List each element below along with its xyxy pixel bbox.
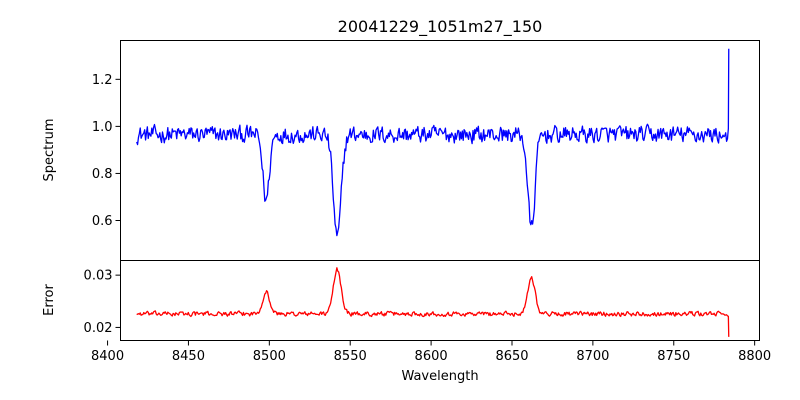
x-tick-label: 8800 [738, 349, 771, 364]
error-series [136, 267, 730, 337]
spectrum-series [136, 48, 730, 237]
y-tick-label: 0.03 [84, 269, 113, 284]
x-tick-label: 8500 [253, 349, 286, 364]
x-tick-label: 8700 [576, 349, 609, 364]
x-tick-label: 8450 [172, 349, 205, 364]
y-tick-label: 1.2 [92, 73, 113, 88]
x-tick-label: 8550 [334, 349, 367, 364]
x-tick-label: 8600 [415, 349, 448, 364]
error-plot-frame [120, 260, 760, 341]
x-axis-label: Wavelength [401, 369, 478, 384]
y-tick-label: 0.6 [92, 214, 113, 229]
y-tick-label: 0.02 [84, 321, 113, 336]
x-tick-label: 8400 [91, 349, 124, 364]
spectrum-line [136, 48, 730, 237]
y-tick-label: 0.8 [92, 167, 113, 182]
error-y-axis: 0.02 0.03 [84, 269, 121, 336]
chart-title: 20041229_1051m27_150 [338, 17, 543, 37]
spectrum-y-axis-label: Spectrum [42, 119, 57, 182]
error-panel: 0.02 0.03 Error [42, 260, 760, 341]
wavelength-x-axis: 8400 8450 8500 8550 8600 8650 8700 8750 8800 [91, 340, 771, 364]
error-y-axis-label: Error [42, 284, 57, 316]
x-tick-label: 8650 [495, 349, 528, 364]
x-tick-label: 8750 [657, 349, 690, 364]
y-tick-label: 1.0 [92, 120, 113, 135]
error-line [136, 267, 730, 337]
spectrum-panel: 0.6 0.8 1.0 1.2 Spectrum [42, 40, 760, 261]
spectrum-y-axis: 0.6 0.8 1.0 1.2 [92, 73, 121, 229]
